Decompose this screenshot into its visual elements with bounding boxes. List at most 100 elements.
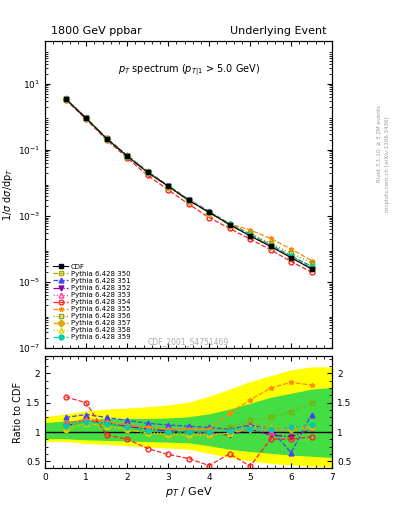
CDF — [309, 266, 314, 272]
Pythia 6.428 358 — [186, 197, 191, 203]
Pythia 6.428 357 — [309, 265, 314, 271]
Pythia 6.428 354 — [104, 137, 109, 143]
Pythia 6.428 357 — [104, 136, 109, 142]
CDF — [125, 153, 130, 159]
Pythia 6.428 353 — [104, 135, 109, 141]
Pythia 6.428 353 — [186, 197, 191, 203]
Text: Underlying Event: Underlying Event — [230, 26, 326, 36]
Pythia 6.428 355 — [207, 209, 211, 215]
Pythia 6.428 354 — [268, 247, 273, 253]
Pythia 6.428 354 — [309, 269, 314, 275]
Pythia 6.428 354 — [63, 97, 68, 103]
Pythia 6.428 353 — [268, 242, 273, 248]
Pythia 6.428 357 — [145, 169, 150, 176]
Pythia 6.428 356 — [84, 115, 88, 121]
Pythia 6.428 353 — [125, 153, 130, 159]
Pythia 6.428 350 — [207, 209, 211, 215]
CDF — [227, 222, 232, 228]
Pythia 6.428 356 — [207, 209, 211, 216]
Text: Rivet 3.1.10; ≥ 3.2M events: Rivet 3.1.10; ≥ 3.2M events — [377, 105, 382, 182]
Line: Pythia 6.428 350: Pythia 6.428 350 — [63, 96, 314, 270]
Pythia 6.428 355 — [268, 236, 273, 242]
Pythia 6.428 355 — [104, 135, 109, 141]
Pythia 6.428 350 — [104, 135, 109, 141]
Pythia 6.428 352 — [125, 153, 130, 159]
Pythia 6.428 355 — [166, 183, 171, 189]
Pythia 6.428 350 — [166, 183, 171, 189]
Pythia 6.428 353 — [84, 115, 88, 121]
Pythia 6.428 355 — [227, 221, 232, 227]
Pythia 6.428 359 — [145, 169, 150, 175]
Pythia 6.428 350 — [84, 115, 88, 121]
Pythia 6.428 357 — [63, 96, 68, 102]
Pythia 6.428 353 — [309, 265, 314, 271]
Pythia 6.428 357 — [166, 183, 171, 189]
Pythia 6.428 358 — [289, 253, 294, 260]
Line: Pythia 6.428 353: Pythia 6.428 353 — [63, 96, 314, 270]
Pythia 6.428 352 — [84, 115, 88, 121]
Pythia 6.428 352 — [166, 183, 171, 189]
Pythia 6.428 359 — [63, 96, 68, 102]
Pythia 6.428 356 — [125, 153, 130, 159]
Pythia 6.428 354 — [186, 201, 191, 207]
Pythia 6.428 352 — [104, 136, 109, 142]
Pythia 6.428 350 — [289, 253, 294, 260]
CDF — [63, 96, 68, 102]
Pythia 6.428 358 — [207, 209, 211, 216]
Pythia 6.428 356 — [268, 240, 273, 246]
Pythia 6.428 355 — [84, 115, 88, 121]
Pythia 6.428 356 — [186, 197, 191, 203]
Y-axis label: Ratio to CDF: Ratio to CDF — [13, 381, 23, 443]
Pythia 6.428 359 — [125, 153, 130, 159]
Line: Pythia 6.428 351: Pythia 6.428 351 — [63, 96, 314, 269]
Pythia 6.428 357 — [84, 115, 88, 121]
Pythia 6.428 354 — [84, 116, 88, 122]
Pythia 6.428 351 — [84, 115, 88, 121]
Pythia 6.428 355 — [63, 96, 68, 102]
Pythia 6.428 351 — [63, 95, 68, 101]
Pythia 6.428 350 — [268, 242, 273, 248]
Pythia 6.428 353 — [289, 254, 294, 260]
Pythia 6.428 353 — [248, 232, 252, 238]
Pythia 6.428 351 — [207, 208, 211, 215]
Pythia 6.428 354 — [289, 259, 294, 265]
Pythia 6.428 357 — [289, 254, 294, 260]
Pythia 6.428 359 — [207, 209, 211, 216]
Pythia 6.428 357 — [268, 243, 273, 249]
Pythia 6.428 356 — [145, 169, 150, 176]
Pythia 6.428 356 — [104, 136, 109, 142]
X-axis label: $p_T$ / GeV: $p_T$ / GeV — [165, 485, 213, 499]
Pythia 6.428 358 — [268, 243, 273, 249]
CDF — [84, 115, 88, 121]
Pythia 6.428 358 — [166, 183, 171, 189]
Pythia 6.428 352 — [289, 254, 294, 260]
Pythia 6.428 352 — [309, 265, 314, 271]
Pythia 6.428 358 — [227, 222, 232, 228]
Text: mcplots.cern.ch [arXiv:1306.3436]: mcplots.cern.ch [arXiv:1306.3436] — [385, 116, 389, 211]
Pythia 6.428 358 — [104, 136, 109, 142]
Pythia 6.428 356 — [227, 222, 232, 228]
Pythia 6.428 358 — [84, 115, 88, 121]
Pythia 6.428 356 — [289, 250, 294, 257]
Pythia 6.428 351 — [268, 242, 273, 248]
Pythia 6.428 351 — [289, 253, 294, 259]
Line: Pythia 6.428 357: Pythia 6.428 357 — [63, 97, 314, 270]
Pythia 6.428 351 — [248, 231, 252, 238]
Pythia 6.428 351 — [227, 221, 232, 227]
Line: Pythia 6.428 355: Pythia 6.428 355 — [63, 96, 314, 263]
Pythia 6.428 359 — [186, 197, 191, 203]
Pythia 6.428 351 — [145, 168, 150, 175]
Pythia 6.428 356 — [248, 230, 252, 237]
Pythia 6.428 354 — [145, 173, 150, 179]
Pythia 6.428 358 — [125, 153, 130, 159]
Y-axis label: 1/$\sigma$ d$\sigma$/dp$_T$: 1/$\sigma$ d$\sigma$/dp$_T$ — [1, 168, 15, 221]
Pythia 6.428 353 — [63, 96, 68, 102]
CDF — [186, 197, 191, 203]
Pythia 6.428 350 — [227, 221, 232, 227]
Pythia 6.428 359 — [248, 232, 252, 238]
CDF — [289, 254, 294, 261]
Pythia 6.428 359 — [289, 253, 294, 260]
Pythia 6.428 358 — [63, 96, 68, 102]
CDF — [248, 233, 252, 239]
Line: Pythia 6.428 359: Pythia 6.428 359 — [63, 96, 314, 270]
